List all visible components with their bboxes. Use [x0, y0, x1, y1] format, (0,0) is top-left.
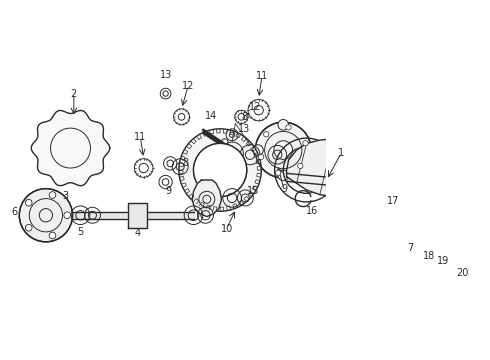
Circle shape [253, 145, 263, 156]
Circle shape [49, 192, 56, 198]
Polygon shape [287, 174, 380, 190]
Circle shape [64, 212, 71, 219]
Circle shape [451, 252, 456, 256]
Circle shape [194, 143, 246, 197]
Circle shape [470, 252, 474, 256]
Text: 8: 8 [241, 112, 247, 122]
Circle shape [388, 223, 393, 228]
Text: 17: 17 [387, 196, 399, 206]
Circle shape [278, 170, 289, 181]
Text: 11: 11 [134, 132, 147, 142]
Circle shape [275, 170, 281, 175]
Circle shape [303, 145, 314, 156]
Text: 13: 13 [159, 70, 171, 80]
Text: 10: 10 [220, 224, 233, 234]
Polygon shape [192, 180, 221, 217]
Text: 2: 2 [71, 89, 77, 99]
Text: 20: 20 [457, 268, 469, 278]
Circle shape [49, 232, 56, 239]
Text: 9: 9 [281, 184, 287, 194]
Circle shape [451, 243, 475, 266]
Text: 14: 14 [205, 111, 218, 121]
Text: 6: 6 [11, 207, 17, 217]
Circle shape [384, 194, 426, 237]
Text: 7: 7 [407, 243, 414, 253]
Circle shape [258, 154, 264, 159]
Circle shape [456, 261, 460, 265]
Polygon shape [179, 129, 261, 211]
Polygon shape [31, 111, 110, 186]
Text: 9: 9 [165, 186, 172, 196]
Text: 11: 11 [256, 71, 268, 81]
Text: 18: 18 [423, 251, 435, 261]
Circle shape [255, 122, 311, 178]
Text: 12: 12 [248, 102, 261, 112]
Text: 19: 19 [438, 256, 450, 266]
Circle shape [466, 261, 469, 265]
Circle shape [278, 120, 289, 130]
Text: 16: 16 [306, 206, 318, 216]
Circle shape [298, 163, 303, 168]
Circle shape [25, 224, 32, 231]
Circle shape [456, 244, 460, 248]
Circle shape [25, 199, 32, 206]
Text: 3: 3 [62, 191, 68, 201]
Circle shape [286, 125, 291, 130]
Circle shape [419, 212, 425, 218]
Circle shape [408, 196, 413, 202]
Circle shape [303, 140, 308, 146]
Circle shape [388, 202, 393, 208]
Polygon shape [287, 139, 370, 197]
Text: 5: 5 [77, 227, 84, 237]
Circle shape [19, 189, 73, 242]
Circle shape [408, 229, 413, 234]
Text: 13: 13 [238, 125, 250, 135]
Text: 12: 12 [182, 81, 195, 91]
Circle shape [466, 244, 469, 248]
Text: 4: 4 [135, 228, 141, 238]
Circle shape [264, 132, 269, 137]
Polygon shape [376, 170, 393, 197]
Text: 8: 8 [182, 158, 189, 168]
Text: 1: 1 [338, 148, 344, 158]
Text: 15: 15 [247, 186, 260, 196]
Polygon shape [128, 203, 147, 228]
